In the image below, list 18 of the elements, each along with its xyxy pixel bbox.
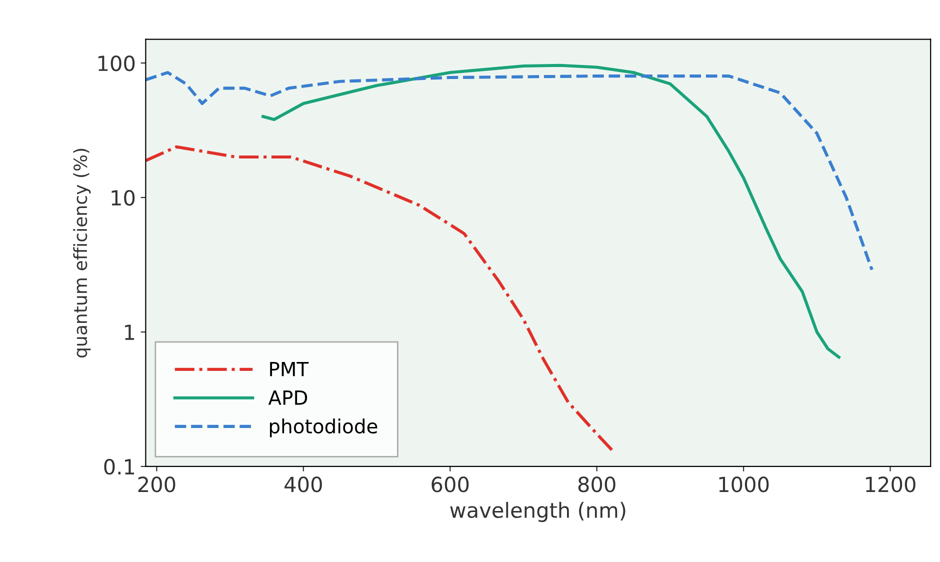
x-tick-label: 1000 [719,476,769,492]
legend-label: APD [268,390,308,405]
legend-label: photodiode [270,418,378,438]
x-tick-label: 1200 [866,476,916,492]
y-tick-label: 1 [125,324,134,340]
x-tick-label: 200 [138,476,176,492]
x-axis-title: wavelength (nm) [450,502,626,522]
line-series [146,145,614,453]
legend-label: PMT [270,362,309,376]
x-tick-label: 600 [432,476,469,492]
y-axis-title: quantum efficiency (%) [73,148,91,358]
x-tick-label: 800 [578,476,616,492]
y-tick-label: 100 [98,55,135,72]
y-tick-label: 0.1 [104,458,134,475]
y-tick-label: 10 [112,190,135,206]
x-tick-label: 400 [284,476,322,492]
line-series [262,64,840,359]
line-series [146,70,874,272]
